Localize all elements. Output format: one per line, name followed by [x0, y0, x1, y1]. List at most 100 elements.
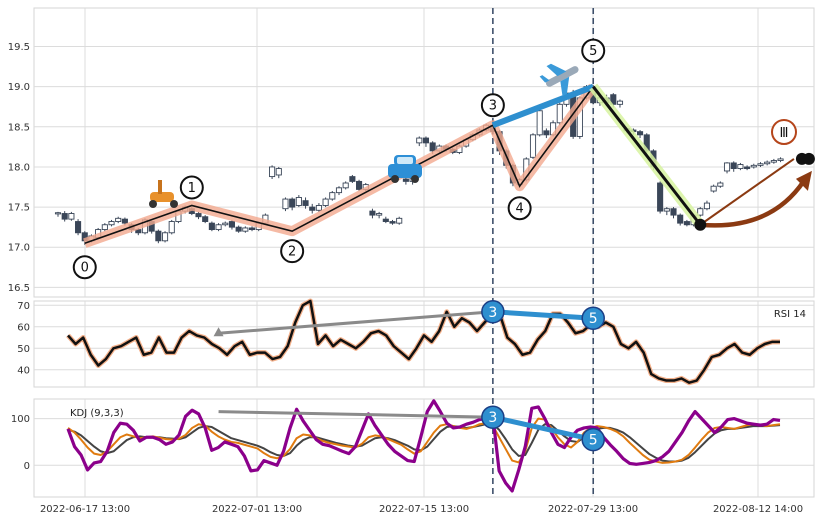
airplane-wing: [546, 63, 567, 77]
candle: [208, 222, 215, 231]
candle: [683, 221, 690, 226]
candle: [215, 224, 222, 231]
candle: [663, 208, 670, 212]
candle: [222, 222, 229, 226]
candle: [610, 94, 617, 105]
candle: [235, 226, 242, 232]
candle: [61, 213, 68, 220]
candle: [657, 182, 664, 212]
x-tick-label: 2022-07-29 13:00: [548, 504, 638, 515]
scooter-stem: [158, 180, 162, 194]
kdj-k-line: [67, 417, 781, 464]
candle: [369, 210, 376, 216]
candle: [356, 180, 363, 190]
car-wheel: [411, 175, 419, 183]
ending-leg: [592, 85, 702, 226]
rsi-grey-divergence: [218, 310, 493, 335]
candle: [228, 221, 235, 228]
price-ytick-label: 19.0: [8, 82, 30, 93]
candle: [121, 218, 128, 224]
kdj-d-line: [67, 423, 781, 463]
candle: [717, 182, 724, 187]
candle: [723, 162, 731, 172]
candle: [115, 217, 122, 222]
candle: [777, 158, 784, 161]
candle: [543, 130, 550, 136]
pattern-point-label: 5: [589, 44, 597, 59]
kdj-grey-divergence: [218, 410, 493, 419]
airplane-body: [545, 66, 579, 87]
candle: [342, 182, 349, 189]
price-ytick-label: 18.5: [8, 122, 30, 133]
car-body: [388, 164, 422, 178]
candle: [275, 168, 282, 176]
candle: [703, 202, 711, 210]
kdj-divergence-label: 3: [488, 410, 497, 426]
forecast-arrow: [700, 179, 806, 228]
candle: [329, 192, 336, 200]
candle: [302, 200, 309, 206]
x-tick-label: 2022-08-12 14:00: [713, 504, 803, 515]
kdj-divergence-label: 5: [589, 433, 598, 449]
candle: [422, 137, 430, 144]
rsi-blue-divergence: [492, 309, 594, 321]
candle: [282, 198, 289, 210]
candle: [744, 166, 751, 170]
candle: [349, 176, 356, 182]
kdj-blue-divergence: [492, 414, 594, 443]
airplane-tail: [539, 75, 550, 83]
kdj-divergence-circle: [581, 427, 605, 452]
candle: [242, 227, 249, 232]
rsi-divergence-label: 3: [488, 305, 497, 321]
x-tick-label: 2022-06-17 13:00: [40, 504, 130, 515]
candle: [295, 197, 302, 206]
pattern-point-label: 0: [81, 261, 89, 276]
candle: [202, 216, 209, 222]
kdj-ytick-label: 100: [11, 414, 30, 425]
candle: [75, 221, 82, 234]
car-icon: [388, 155, 422, 183]
rsi-grey-marker: [213, 327, 224, 337]
candle: [764, 161, 771, 165]
pattern-point-circle: [179, 175, 204, 200]
candle: [616, 100, 624, 105]
candle: [697, 208, 704, 216]
ending-start-dot: [694, 218, 707, 231]
candle: [269, 166, 276, 178]
candle: [529, 134, 537, 158]
pattern-point-circle: [507, 196, 532, 221]
candle: [637, 131, 644, 136]
pattern-point-circle: [581, 38, 606, 63]
candle: [389, 221, 396, 224]
candle: [750, 164, 757, 168]
candle: [402, 178, 409, 182]
x-tick-label: 2022-07-01 13:00: [212, 504, 302, 515]
rsi-divergence-circle: [481, 300, 505, 324]
price-ytick-label: 17.0: [8, 243, 30, 254]
scooter-body: [150, 192, 174, 202]
candle: [155, 230, 162, 242]
rsi-ytick-label: 60: [17, 322, 30, 333]
price-ytick-label: 17.5: [8, 203, 30, 214]
wave-three-label: Ⅲ: [780, 126, 789, 141]
ending-end-dot: [802, 152, 815, 165]
rsi-divergence-label: 5: [589, 311, 598, 327]
rsi-ytick-label: 50: [17, 344, 30, 355]
scooter-wheel: [170, 200, 178, 208]
candle: [770, 160, 777, 163]
x-tick-label: 2022-07-15 13:00: [379, 504, 469, 515]
kdj-ytick-label: 0: [24, 461, 30, 472]
candle: [536, 110, 543, 136]
candle: [168, 221, 175, 234]
candle: [376, 213, 383, 216]
car-wheel: [391, 175, 399, 183]
pattern-point-label: 3: [489, 99, 497, 114]
candle: [670, 208, 677, 216]
candle: [416, 137, 423, 144]
forecast-line: [699, 158, 795, 226]
scooter-icon: [149, 180, 178, 208]
rsi-divergence-circle: [581, 306, 605, 330]
candle: [556, 103, 563, 124]
